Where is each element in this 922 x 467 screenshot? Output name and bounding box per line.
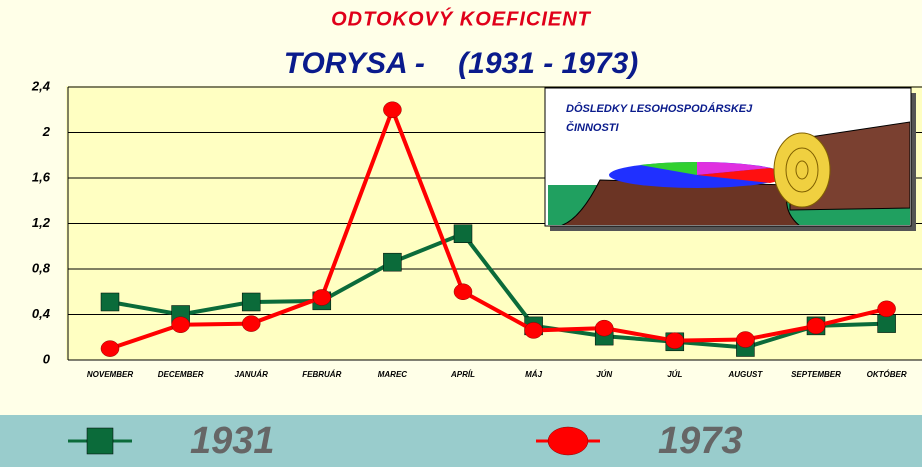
x-tick-label: AUGUST xyxy=(728,370,764,379)
point xyxy=(454,225,472,243)
point xyxy=(383,253,401,271)
inset: DÔSLEDKY LESOHOSPODÁRSKEJ ČINNOSTI xyxy=(545,88,916,231)
chart-title: ODTOKOVÝ KOEFICIENT xyxy=(331,7,592,30)
point xyxy=(242,316,260,332)
x-tick-label: MAREC xyxy=(378,370,408,379)
y-tick-label: 0,8 xyxy=(32,260,51,275)
legend-band xyxy=(0,415,922,467)
legend-marker xyxy=(548,427,588,455)
x-tick-label: APRÍL xyxy=(450,370,475,379)
x-tick-label: MÁJ xyxy=(525,370,542,379)
point xyxy=(101,341,119,357)
x-tick-label: DECEMBER xyxy=(158,370,204,379)
y-tick-label: 1,6 xyxy=(32,169,51,184)
x-tick-label: NOVEMBER xyxy=(87,370,133,379)
inset-text: ČINNOSTI xyxy=(566,121,620,134)
page: {"chart_data": {"type": "line", "title":… xyxy=(0,0,922,467)
y-tick-label: 0,4 xyxy=(32,306,51,321)
legend-label: 1931 xyxy=(190,420,275,462)
point xyxy=(878,301,896,317)
x-tick-label: FEBRUÁR xyxy=(302,370,341,379)
point xyxy=(383,102,401,118)
chart: ODTOKOVÝ KOEFICIENT TORYSA - (1931 - 197… xyxy=(0,0,922,467)
point xyxy=(666,333,684,349)
y-tick-label: 2 xyxy=(42,124,51,139)
x-tick-label: JÚL xyxy=(667,370,682,379)
point xyxy=(595,320,613,336)
x-tick-label: JÚN xyxy=(596,370,612,379)
point xyxy=(242,293,260,311)
inset-text: DÔSLEDKY LESOHOSPODÁRSKEJ xyxy=(566,102,753,115)
point xyxy=(878,315,896,333)
x-tick-label: OKTÓBER xyxy=(867,370,907,379)
point xyxy=(454,284,472,300)
y-tick-label: 0 xyxy=(43,351,51,366)
y-tick-label: 1,2 xyxy=(32,215,51,230)
point xyxy=(172,317,190,333)
point xyxy=(525,322,543,338)
y-tick-label: 2,4 xyxy=(31,78,51,93)
point xyxy=(807,318,825,334)
chart-subtitle: TORYSA - (1931 - 1973) xyxy=(284,47,639,80)
x-tick-label: SEPTEMBER xyxy=(791,370,841,379)
legend-marker xyxy=(87,428,113,454)
x-tick-label: JANUÁR xyxy=(235,370,269,379)
point xyxy=(736,332,754,348)
point xyxy=(313,289,331,305)
inset-rings xyxy=(774,133,830,207)
legend-label: 1973 xyxy=(658,420,743,462)
point xyxy=(101,293,119,311)
